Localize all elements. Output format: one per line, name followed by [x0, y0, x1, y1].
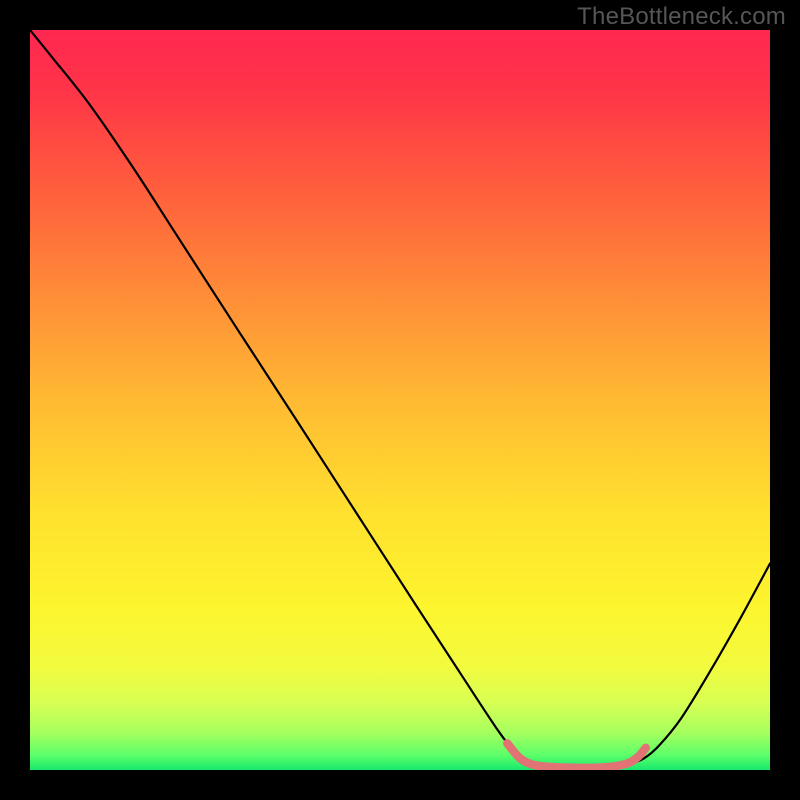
- chart-frame: TheBottleneck.com: [0, 0, 800, 800]
- chart-svg: [30, 30, 770, 770]
- watermark-text: TheBottleneck.com: [577, 3, 786, 31]
- plot-area: [30, 30, 770, 770]
- gradient-background: [30, 30, 770, 770]
